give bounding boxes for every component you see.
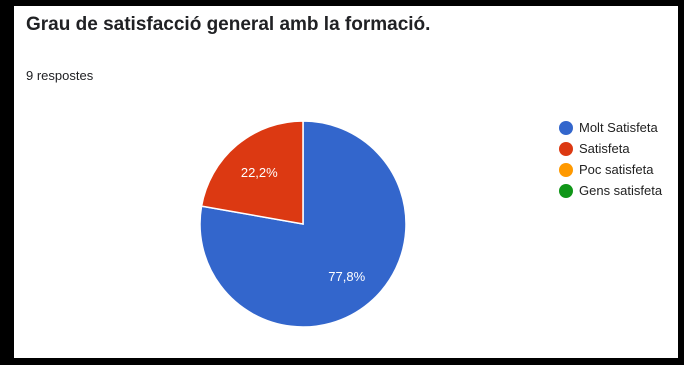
legend-item-satisfeta[interactable]: Satisfeta (559, 141, 662, 162)
pie-chart: 77,8% 22,2% (199, 120, 407, 328)
legend-item-poc-satisfeta[interactable]: Poc satisfeta (559, 162, 662, 183)
pie-slice-molt-satisfeta[interactable] (199, 120, 407, 328)
data-label-satisfeta: 22,2% (241, 165, 278, 180)
legend-label: Satisfeta (579, 141, 630, 156)
chart-title: Grau de satisfacció general amb la forma… (26, 14, 431, 35)
chart-card: Grau de satisfacció general amb la forma… (14, 6, 678, 358)
legend-swatch (559, 142, 573, 156)
legend-swatch (559, 121, 573, 135)
legend-swatch (559, 163, 573, 177)
pie-slice-satisfeta[interactable] (200, 120, 304, 225)
pie-slice-labels: 77,8% 22,2% (241, 165, 366, 284)
legend-label: Gens satisfeta (579, 183, 663, 198)
data-label-molt-satisfeta: 77,8% (328, 269, 365, 284)
legend-label: Molt Satisfeta (579, 120, 658, 135)
legend-label: Poc satisfeta (579, 162, 654, 177)
chart-legend: Molt Satisfeta Satisfeta Poc satisfeta Gens… (559, 120, 662, 204)
legend-item-gens-satisfeta[interactable]: Gens satisfeta (559, 183, 662, 204)
legend-item-molt-satisfeta[interactable]: Molt Satisfeta (559, 120, 662, 141)
response-count: 9 respostes (26, 68, 94, 83)
pie-slices (199, 120, 407, 328)
legend-swatch (559, 184, 573, 198)
